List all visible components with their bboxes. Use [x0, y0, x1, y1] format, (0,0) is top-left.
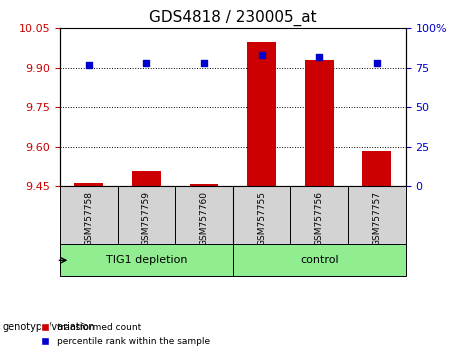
Point	[85, 62, 92, 68]
Text: genotype/variation: genotype/variation	[2, 322, 95, 332]
Bar	[247, 41, 276, 187]
Point	[258, 52, 266, 58]
FancyBboxPatch shape	[233, 245, 406, 276]
Legend: transformed count, percentile rank within the sample: transformed count, percentile rank withi…	[37, 320, 213, 349]
Text: TIG1 depletion: TIG1 depletion	[106, 255, 187, 265]
Text: GSM757760: GSM757760	[200, 191, 208, 246]
Text: GSM757759: GSM757759	[142, 191, 151, 246]
Bar	[74, 183, 103, 187]
Bar	[189, 184, 219, 187]
Bar	[305, 60, 334, 187]
FancyBboxPatch shape	[290, 187, 348, 245]
FancyBboxPatch shape	[118, 187, 175, 245]
Text: control: control	[300, 255, 338, 265]
Title: GDS4818 / 230005_at: GDS4818 / 230005_at	[149, 9, 317, 25]
Point	[373, 60, 381, 66]
FancyBboxPatch shape	[60, 245, 233, 276]
FancyBboxPatch shape	[348, 187, 406, 245]
Text: GSM757757: GSM757757	[372, 191, 381, 246]
Point	[315, 54, 323, 59]
Bar	[132, 171, 161, 187]
FancyBboxPatch shape	[233, 187, 290, 245]
Text: GSM757756: GSM757756	[315, 191, 324, 246]
Bar	[362, 151, 391, 187]
FancyBboxPatch shape	[60, 187, 118, 245]
Point	[142, 60, 150, 66]
Point	[200, 60, 207, 66]
Text: GSM757758: GSM757758	[84, 191, 93, 246]
Text: GSM757755: GSM757755	[257, 191, 266, 246]
FancyBboxPatch shape	[175, 187, 233, 245]
